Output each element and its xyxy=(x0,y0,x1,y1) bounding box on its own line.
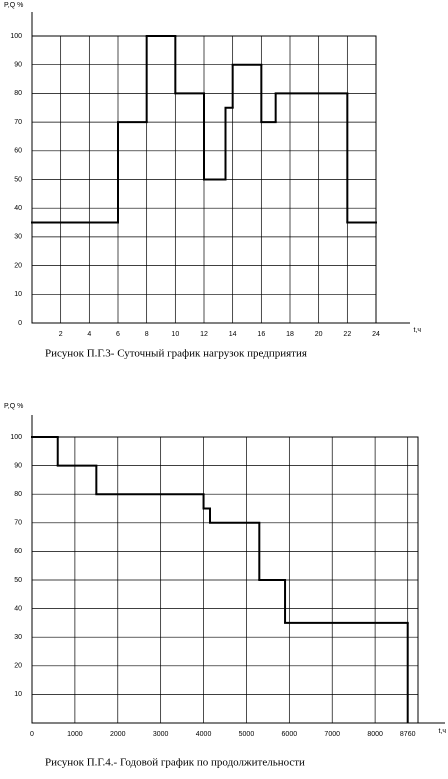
x-tick-label: 24 xyxy=(372,331,380,338)
y-tick-label: 100 xyxy=(10,434,22,441)
y-axis-label: P,Q % xyxy=(4,2,23,9)
x-axis-label: t,ч xyxy=(438,728,446,735)
y-tick-label: 20 xyxy=(14,663,22,670)
x-tick-label: 4000 xyxy=(196,731,212,738)
y-tick-label: 60 xyxy=(14,548,22,555)
x-tick-label: 8760 xyxy=(400,731,416,738)
x-tick-label: 2 xyxy=(59,331,63,338)
y-tick-label: 10 xyxy=(14,691,22,698)
y-tick-label: 60 xyxy=(14,148,22,155)
y-tick-label: 30 xyxy=(14,634,22,641)
x-tick-label: 20 xyxy=(315,331,323,338)
x-tick-label: 2000 xyxy=(110,731,126,738)
x-tick-label: 18 xyxy=(286,331,294,338)
x-tick-label: 3000 xyxy=(153,731,169,738)
x-tick-label: 6000 xyxy=(282,731,298,738)
x-tick-label: 10 xyxy=(171,331,179,338)
x-tick-label: 14 xyxy=(229,331,237,338)
x-tick-label: 8000 xyxy=(367,731,383,738)
x-tick-label: 12 xyxy=(200,331,208,338)
x-axis-label: t,ч xyxy=(413,327,421,334)
x-tick-label: 0 xyxy=(30,731,34,738)
x-tick-label: 4 xyxy=(87,331,91,338)
x-tick-label: 6 xyxy=(116,331,120,338)
y-tick-label: 40 xyxy=(14,605,22,612)
y-tick-label: 70 xyxy=(14,520,22,527)
x-tick-label: 5000 xyxy=(239,731,255,738)
y-tick-label: 0 xyxy=(18,320,22,327)
y-tick-label: 10 xyxy=(14,291,22,298)
y-tick-label: 50 xyxy=(14,577,22,584)
x-tick-label: 16 xyxy=(257,331,265,338)
y-tick-label: 30 xyxy=(14,234,22,241)
x-tick-label: 22 xyxy=(343,331,351,338)
y-tick-label: 100 xyxy=(10,33,22,40)
y-tick-label: 20 xyxy=(14,262,22,269)
y-tick-label: 90 xyxy=(14,62,22,69)
y-tick-label: 90 xyxy=(14,462,22,469)
y-tick-label: 80 xyxy=(14,90,22,97)
x-tick-label: 7000 xyxy=(324,731,340,738)
y-tick-label: 50 xyxy=(14,176,22,183)
y-tick-label: 40 xyxy=(14,205,22,212)
y-axis-label: P,Q % xyxy=(4,403,23,410)
y-tick-label: 80 xyxy=(14,491,22,498)
y-tick-label: 70 xyxy=(14,119,22,126)
chart-caption: Рисунок П.Г.3- Суточный график нагрузок … xyxy=(45,348,307,360)
x-tick-label: 8 xyxy=(145,331,149,338)
x-tick-label: 1000 xyxy=(67,731,83,738)
chart-caption: Рисунок П.Г.4.- Годовой график по продол… xyxy=(45,757,305,769)
